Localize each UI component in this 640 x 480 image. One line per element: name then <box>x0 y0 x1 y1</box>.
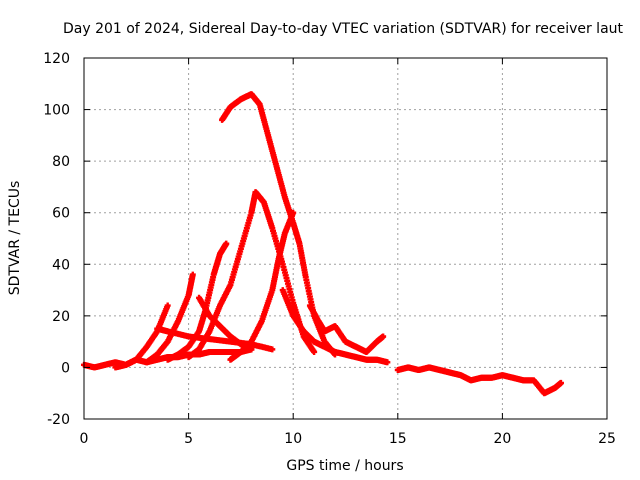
y-tick-label: 20 <box>52 309 70 325</box>
series-arc-8 <box>227 209 297 363</box>
data-point <box>384 359 391 366</box>
ticks: 0 5 10 15 20 25 -20 0 20 40 60 80 100 120 <box>43 51 616 447</box>
data-point <box>269 346 276 353</box>
x-tick-label: 15 <box>389 431 407 447</box>
grid <box>84 58 607 419</box>
x-tick-label: 10 <box>284 431 302 447</box>
y-tick-label: 60 <box>52 206 70 222</box>
y-tick-label: 40 <box>52 257 70 273</box>
data-point <box>248 346 255 353</box>
data-points <box>81 91 564 397</box>
y-tick-label: 0 <box>61 360 70 376</box>
data-point <box>311 348 318 355</box>
data-point <box>380 333 387 340</box>
data-point <box>290 209 297 216</box>
data-point <box>189 271 196 278</box>
y-tick-label: 100 <box>43 103 70 119</box>
x-tick-label: 20 <box>493 431 511 447</box>
x-tick-label: 5 <box>184 431 193 447</box>
data-point <box>164 302 171 309</box>
x-axis-label: GPS time / hours <box>286 458 403 474</box>
series-scatter-mid <box>306 302 387 355</box>
y-axis-label: SDTVAR / TECUs <box>7 181 23 296</box>
series-arc-4 <box>185 189 318 361</box>
series-baseline-late <box>394 364 564 397</box>
y-tick-label: -20 <box>47 412 70 428</box>
series-arc-5 <box>219 91 339 358</box>
series-falling-tail <box>279 287 391 366</box>
x-tick-label: 0 <box>80 431 89 447</box>
chart-title: Day 201 of 2024, Sidereal Day-to-day VTE… <box>63 21 624 37</box>
data-point <box>223 240 230 247</box>
series-arc-7 <box>154 325 276 353</box>
plot-frame <box>83 57 608 420</box>
y-tick-label: 120 <box>43 51 70 67</box>
series-arc-2 <box>143 271 196 366</box>
y-tick-label: 80 <box>52 154 70 170</box>
data-point <box>557 379 564 386</box>
x-tick-label: 25 <box>598 431 616 447</box>
